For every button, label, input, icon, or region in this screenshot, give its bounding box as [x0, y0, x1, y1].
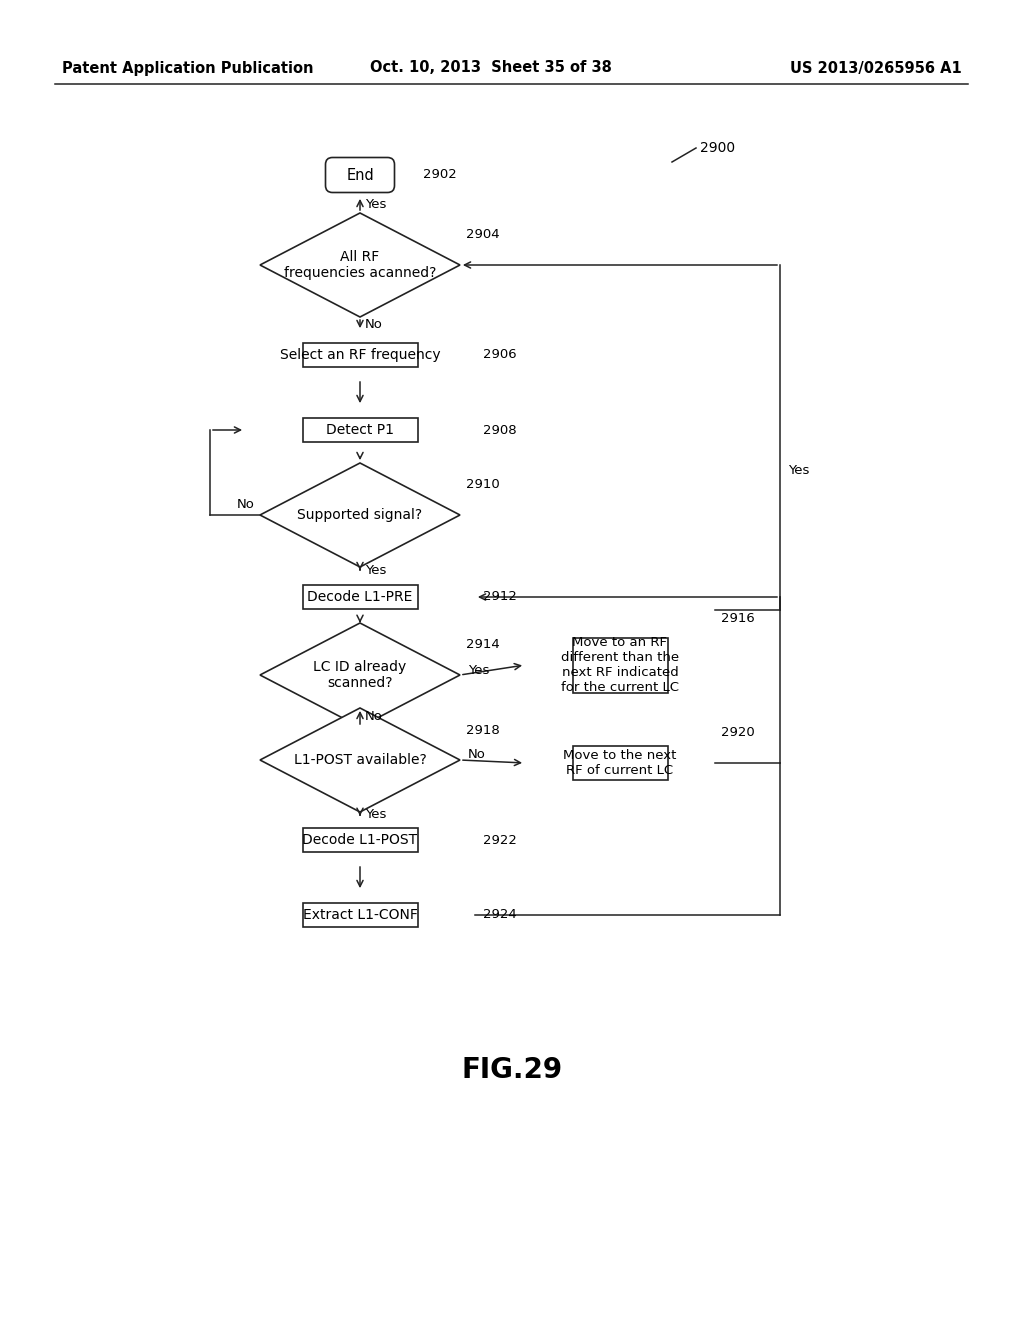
Text: Select an RF frequency: Select an RF frequency	[280, 348, 440, 362]
FancyBboxPatch shape	[302, 418, 418, 442]
Text: Decode L1-PRE: Decode L1-PRE	[307, 590, 413, 605]
Text: 2906: 2906	[483, 348, 517, 362]
FancyBboxPatch shape	[302, 828, 418, 851]
Text: 2922: 2922	[483, 833, 517, 846]
Text: Yes: Yes	[788, 463, 809, 477]
Text: Oct. 10, 2013  Sheet 35 of 38: Oct. 10, 2013 Sheet 35 of 38	[370, 61, 612, 75]
Text: Detect P1: Detect P1	[326, 422, 394, 437]
Text: 2904: 2904	[466, 228, 500, 242]
FancyBboxPatch shape	[326, 157, 394, 193]
Text: L1-POST available?: L1-POST available?	[294, 752, 426, 767]
Text: No: No	[365, 710, 383, 723]
Polygon shape	[260, 463, 460, 568]
FancyBboxPatch shape	[302, 585, 418, 609]
Text: Decode L1-POST: Decode L1-POST	[302, 833, 418, 847]
Text: Extract L1-CONF: Extract L1-CONF	[302, 908, 418, 921]
Text: 2920: 2920	[721, 726, 755, 739]
Text: All RF
frequencies acanned?: All RF frequencies acanned?	[284, 249, 436, 280]
Text: FIG.29: FIG.29	[462, 1056, 562, 1084]
Text: 2914: 2914	[466, 639, 500, 652]
Text: Yes: Yes	[468, 664, 489, 676]
Text: 2902: 2902	[423, 169, 457, 181]
Text: 2910: 2910	[466, 479, 500, 491]
Text: 2916: 2916	[721, 611, 755, 624]
FancyBboxPatch shape	[572, 746, 668, 780]
FancyBboxPatch shape	[302, 343, 418, 367]
FancyBboxPatch shape	[302, 903, 418, 927]
Text: Patent Application Publication: Patent Application Publication	[62, 61, 313, 75]
Text: 2924: 2924	[483, 908, 517, 921]
Text: 2912: 2912	[483, 590, 517, 603]
Text: Yes: Yes	[365, 564, 386, 577]
Text: 2900: 2900	[700, 141, 735, 154]
Text: End: End	[346, 168, 374, 182]
Text: No: No	[468, 748, 485, 762]
Text: Yes: Yes	[365, 808, 386, 821]
Polygon shape	[260, 623, 460, 727]
Polygon shape	[260, 708, 460, 812]
FancyBboxPatch shape	[572, 638, 668, 693]
Text: Move to an RF
different than the
next RF indicated
for the current LC: Move to an RF different than the next RF…	[561, 636, 679, 694]
Text: LC ID already
scanned?: LC ID already scanned?	[313, 660, 407, 690]
Text: Supported signal?: Supported signal?	[297, 508, 423, 521]
Text: No: No	[238, 499, 255, 511]
Text: No: No	[365, 318, 383, 330]
Text: Yes: Yes	[365, 198, 386, 210]
Polygon shape	[260, 213, 460, 317]
Text: Move to the next
RF of current LC: Move to the next RF of current LC	[563, 748, 677, 777]
Text: US 2013/0265956 A1: US 2013/0265956 A1	[791, 61, 962, 75]
Text: 2908: 2908	[483, 424, 517, 437]
Text: 2918: 2918	[466, 723, 500, 737]
